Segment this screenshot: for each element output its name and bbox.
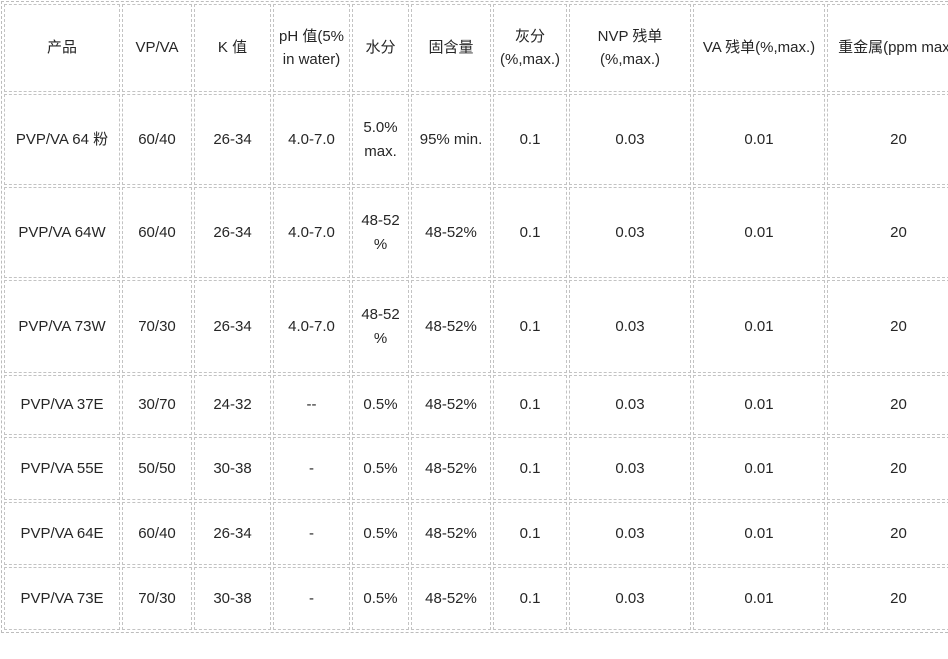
cell-solids: 48-52% <box>411 502 491 565</box>
table-row: PVP/VA 55E 50/50 30-38 - 0.5% 48-52% 0.1… <box>4 437 948 500</box>
cell-nvp: 0.03 <box>569 567 691 630</box>
cell-kvalue: 26-34 <box>194 280 271 373</box>
cell-metal: 20 <box>827 280 948 373</box>
cell-solids: 48-52% <box>411 437 491 500</box>
cell-ash: 0.1 <box>493 187 567 278</box>
table-row: PVP/VA 64 粉 60/40 26-34 4.0-7.0 5.0% max… <box>4 94 948 185</box>
cell-solids: 48-52% <box>411 567 491 630</box>
cell-product: PVP/VA 64 粉 <box>4 94 120 185</box>
table-row: PVP/VA 73E 70/30 30-38 - 0.5% 48-52% 0.1… <box>4 567 948 630</box>
table-row: PVP/VA 73W 70/30 26-34 4.0-7.0 48-52 % 4… <box>4 280 948 373</box>
cell-nvp: 0.03 <box>569 94 691 185</box>
cell-moisture: 0.5% <box>352 375 409 435</box>
cell-moisture: 0.5% <box>352 502 409 565</box>
table-row: PVP/VA 64E 60/40 26-34 - 0.5% 48-52% 0.1… <box>4 502 948 565</box>
cell-nvp: 0.03 <box>569 280 691 373</box>
header-cell-product: 产品 <box>4 4 120 92</box>
cell-metal: 20 <box>827 502 948 565</box>
cell-kvalue: 26-34 <box>194 94 271 185</box>
cell-vpva: 30/70 <box>122 375 192 435</box>
table-row: PVP/VA 64W 60/40 26-34 4.0-7.0 48-52 % 4… <box>4 187 948 278</box>
header-row: 产品 VP/VA K 值 pH 值(5% in water) 水分 固含量 灰分… <box>4 4 948 92</box>
cell-ash: 0.1 <box>493 280 567 373</box>
cell-va: 0.01 <box>693 280 825 373</box>
cell-kvalue: 30-38 <box>194 567 271 630</box>
cell-moisture: 48-52 % <box>352 187 409 278</box>
cell-nvp: 0.03 <box>569 375 691 435</box>
cell-vpva: 60/40 <box>122 94 192 185</box>
cell-va: 0.01 <box>693 502 825 565</box>
cell-product: PVP/VA 37E <box>4 375 120 435</box>
cell-solids: 48-52% <box>411 187 491 278</box>
product-spec-table: 产品 VP/VA K 值 pH 值(5% in water) 水分 固含量 灰分… <box>1 1 948 633</box>
cell-product: PVP/VA 73W <box>4 280 120 373</box>
table-row: PVP/VA 37E 30/70 24-32 -- 0.5% 48-52% 0.… <box>4 375 948 435</box>
cell-vpva: 60/40 <box>122 187 192 278</box>
cell-ash: 0.1 <box>493 375 567 435</box>
cell-ash: 0.1 <box>493 437 567 500</box>
cell-nvp: 0.03 <box>569 187 691 278</box>
cell-ph: - <box>273 567 350 630</box>
cell-va: 0.01 <box>693 94 825 185</box>
cell-metal: 20 <box>827 94 948 185</box>
cell-ph: -- <box>273 375 350 435</box>
header-cell-kvalue: K 值 <box>194 4 271 92</box>
header-cell-ash: 灰分 (%,max.) <box>493 4 567 92</box>
cell-moisture: 48-52 % <box>352 280 409 373</box>
cell-nvp: 0.03 <box>569 437 691 500</box>
cell-ash: 0.1 <box>493 502 567 565</box>
cell-metal: 20 <box>827 567 948 630</box>
cell-product: PVP/VA 64E <box>4 502 120 565</box>
header-cell-moisture: 水分 <box>352 4 409 92</box>
cell-vpva: 50/50 <box>122 437 192 500</box>
cell-kvalue: 26-34 <box>194 187 271 278</box>
cell-kvalue: 24-32 <box>194 375 271 435</box>
cell-vpva: 70/30 <box>122 280 192 373</box>
cell-kvalue: 30-38 <box>194 437 271 500</box>
cell-metal: 20 <box>827 187 948 278</box>
cell-metal: 20 <box>827 375 948 435</box>
cell-ph: 4.0-7.0 <box>273 280 350 373</box>
header-cell-va-residual: VA 残单(%,max.) <box>693 4 825 92</box>
cell-product: PVP/VA 73E <box>4 567 120 630</box>
cell-kvalue: 26-34 <box>194 502 271 565</box>
cell-nvp: 0.03 <box>569 502 691 565</box>
cell-vpva: 70/30 <box>122 567 192 630</box>
header-cell-nvp-residual: NVP 残单 (%,max.) <box>569 4 691 92</box>
cell-solids: 48-52% <box>411 375 491 435</box>
cell-ph: - <box>273 502 350 565</box>
header-cell-solids: 固含量 <box>411 4 491 92</box>
cell-moisture: 5.0% max. <box>352 94 409 185</box>
cell-vpva: 60/40 <box>122 502 192 565</box>
header-cell-ph: pH 值(5% in water) <box>273 4 350 92</box>
cell-va: 0.01 <box>693 375 825 435</box>
cell-va: 0.01 <box>693 187 825 278</box>
cell-metal: 20 <box>827 437 948 500</box>
cell-ash: 0.1 <box>493 567 567 630</box>
cell-solids: 48-52% <box>411 280 491 373</box>
header-cell-heavy-metal: 重金属(ppm max.) <box>827 4 948 92</box>
cell-moisture: 0.5% <box>352 437 409 500</box>
cell-ph: 4.0-7.0 <box>273 187 350 278</box>
cell-va: 0.01 <box>693 437 825 500</box>
cell-product: PVP/VA 55E <box>4 437 120 500</box>
header-cell-vpva: VP/VA <box>122 4 192 92</box>
cell-ash: 0.1 <box>493 94 567 185</box>
cell-va: 0.01 <box>693 567 825 630</box>
cell-ph: - <box>273 437 350 500</box>
cell-moisture: 0.5% <box>352 567 409 630</box>
cell-solids: 95% min. <box>411 94 491 185</box>
cell-ph: 4.0-7.0 <box>273 94 350 185</box>
cell-product: PVP/VA 64W <box>4 187 120 278</box>
